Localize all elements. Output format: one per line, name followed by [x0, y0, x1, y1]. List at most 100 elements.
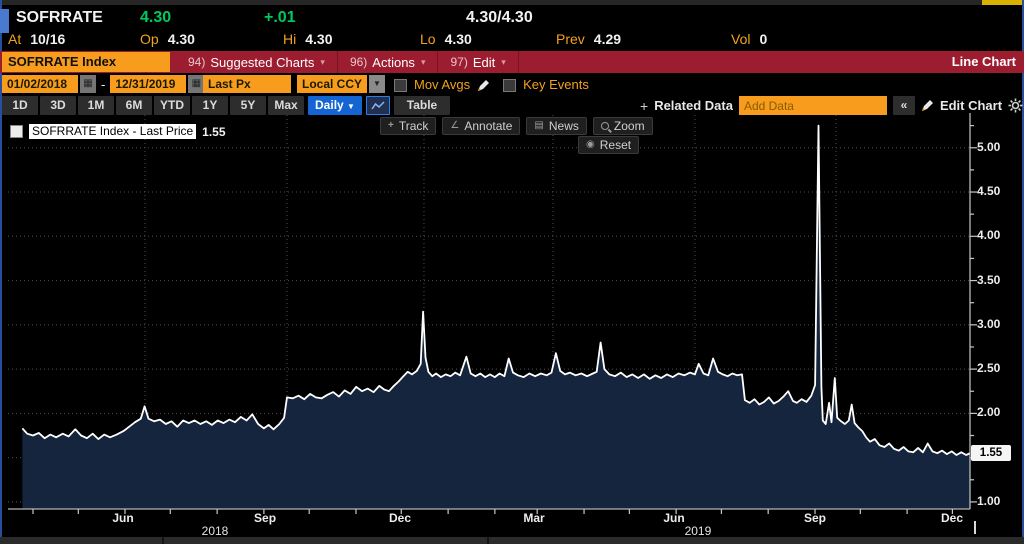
chart-legend: SOFRRATE Index - Last Price 1.55: [10, 124, 226, 139]
reset-button[interactable]: ◉ Reset: [578, 136, 640, 154]
stat-key: Prev: [556, 31, 585, 47]
line-chart-icon[interactable]: [366, 96, 390, 115]
x-axis-label: Dec: [940, 511, 964, 525]
bid-ask: 4.30/4.30: [466, 9, 533, 26]
annotate-icon: ∠: [450, 120, 460, 131]
mov-avgs-checkbox[interactable]: [394, 78, 407, 92]
tab-range-1m[interactable]: 1M: [78, 96, 114, 115]
key-events-checkbox[interactable]: [503, 78, 517, 92]
news-label: News: [548, 119, 579, 133]
y-axis-label: 1.00: [977, 493, 1001, 508]
menu-item-edit[interactable]: 97) Edit ▾: [438, 51, 519, 73]
x-axis-label: Mar: [523, 511, 545, 525]
y-axis-label: 2.50: [977, 361, 1001, 376]
menu-item-actions[interactable]: 96) Actions ▾: [338, 51, 439, 73]
last-price-badge: 1.55: [971, 445, 1011, 462]
security-field[interactable]: SOFRRATE Index: [2, 52, 170, 72]
annotate-button[interactable]: ∠ Annotate: [442, 117, 521, 135]
add-data-input[interactable]: [738, 96, 887, 115]
tab-range-1y[interactable]: 1Y: [192, 96, 228, 115]
legend-checkbox[interactable]: [10, 125, 23, 138]
tab-range-1d[interactable]: 1D: [2, 96, 38, 115]
legend-series-label[interactable]: SOFRRATE Index - Last Price: [29, 124, 197, 139]
calendar-icon[interactable]: ▦: [80, 75, 96, 93]
menu-item-label: Edit: [472, 54, 496, 70]
x-axis-label: Sep: [804, 511, 827, 525]
scrollbar-divider: [487, 537, 489, 544]
periodicity-dropdown[interactable]: Daily ▼: [308, 96, 362, 115]
calendar-icon[interactable]: ▦: [188, 75, 205, 93]
tab-table[interactable]: Table: [394, 96, 450, 115]
annotate-label: Annotate: [464, 119, 513, 133]
date-to-field[interactable]: 12/31/2019: [110, 75, 187, 93]
stat-key: At: [8, 31, 22, 47]
date-from-field[interactable]: 01/02/2018: [2, 75, 78, 93]
y-axis-label: 3.00: [977, 316, 1001, 331]
edit-chart-button[interactable]: Edit Chart: [939, 98, 1003, 113]
quote-stat: Op 4.30: [140, 31, 195, 47]
caret-glyph: ▼: [373, 79, 381, 88]
zoom-label: Zoom: [613, 119, 645, 133]
stat-value: 0: [759, 31, 768, 47]
stat-key: Hi: [283, 31, 297, 47]
zoom-button[interactable]: Zoom: [592, 117, 653, 135]
periodicity-label: Daily: [315, 98, 344, 112]
menu-item-label: Suggested Charts: [210, 54, 315, 70]
tab-range-3d[interactable]: 3D: [40, 96, 76, 115]
stat-value: 4.30: [305, 31, 333, 47]
stat-value: 10/16: [30, 31, 66, 47]
menu-item-number: 97): [450, 55, 468, 69]
tab-range-max[interactable]: Max: [268, 96, 304, 115]
caret-down-icon: ▼: [347, 102, 355, 111]
price-chart[interactable]: [0, 113, 1024, 537]
chart-toolbar: + Track ∠ Annotate ▤ News Zoom: [380, 117, 653, 135]
quote-stat: Prev 4.29: [556, 31, 621, 47]
quote-stat: Lo 4.30: [420, 31, 472, 47]
range-tabs: 1D 3D 1M 6M YTD 1Y 5Y Max: [2, 96, 304, 115]
y-axis-label: 4.00: [977, 228, 1001, 243]
y-axis-label: 4.50: [977, 184, 1001, 199]
menu-item-number: 94): [188, 55, 206, 69]
pencil-icon[interactable]: [477, 79, 490, 92]
track-label: Track: [398, 119, 429, 133]
stat-key: Lo: [420, 31, 436, 47]
tab-range-5y[interactable]: 5Y: [230, 96, 266, 115]
security-highlight-bar: [0, 9, 9, 33]
pencil-icon: [921, 100, 933, 111]
chevron-down-icon: ▾: [501, 56, 506, 67]
menu-item-number: 96): [349, 55, 368, 69]
news-button[interactable]: ▤ News: [526, 117, 587, 135]
bottom-scrollbar[interactable]: [0, 537, 1024, 544]
menu-item-suggested-charts[interactable]: 94) Suggested Charts ▾: [176, 51, 338, 73]
collapse-button[interactable]: «: [892, 96, 915, 115]
chevron-down-icon: ▾: [320, 56, 325, 67]
x-axis-label: Dec: [388, 511, 412, 525]
y-axis-label: 3.50: [977, 272, 1001, 287]
chart-type-label: Line Chart: [951, 54, 1016, 69]
currency-select[interactable]: Local CCY: [297, 75, 367, 93]
price-field-select[interactable]: Last Px: [203, 75, 291, 93]
chevron-down-icon: ▾: [420, 56, 426, 67]
tab-range-6m[interactable]: 6M: [116, 96, 152, 115]
quote-stat: Vol 0: [731, 31, 767, 47]
legend-last-value: 1.55: [202, 124, 226, 139]
x-axis-label: Jun: [112, 511, 134, 525]
calendar-glyph: ▦: [191, 78, 202, 89]
stat-value: 4.30: [167, 31, 195, 47]
gear-icon[interactable]: [1008, 98, 1023, 113]
price-change: +.01: [264, 9, 296, 26]
chevron-down-icon[interactable]: ▼: [369, 75, 385, 93]
track-icon: +: [388, 120, 394, 131]
magnifier-icon: [600, 122, 609, 130]
window-right-edge: [1022, 0, 1024, 544]
menu-item-label: Actions: [372, 54, 415, 70]
tab-range-ytd[interactable]: YTD: [154, 96, 190, 115]
related-data-button[interactable]: Related Data: [654, 98, 733, 113]
timeline-cursor: [974, 521, 976, 534]
window-top-strip: [0, 0, 1024, 5]
plus-icon: +: [640, 97, 649, 114]
calendar-glyph: ▦: [83, 78, 93, 89]
track-button[interactable]: + Track: [380, 117, 437, 135]
key-events-label: Key Events: [523, 77, 589, 92]
scrollbar-divider: [162, 537, 164, 544]
